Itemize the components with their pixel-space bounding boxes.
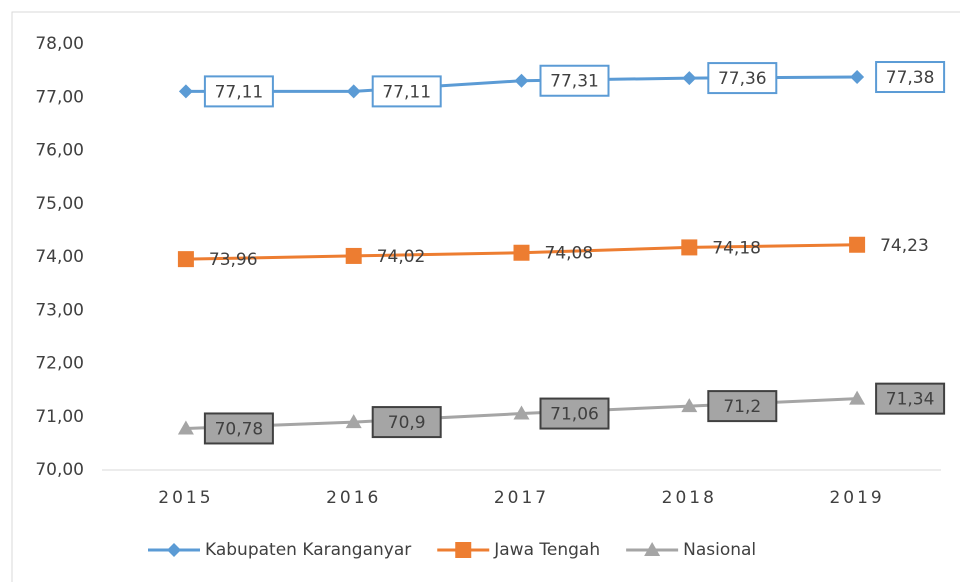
legend-label: Kabupaten Karanganyar bbox=[205, 540, 411, 560]
label-box bbox=[875, 61, 946, 94]
data-point bbox=[345, 414, 362, 429]
y-tick-label: 70,00 bbox=[35, 460, 84, 480]
data-label: 71,2 bbox=[723, 397, 761, 417]
data-point bbox=[513, 405, 530, 420]
legend-marker bbox=[455, 542, 472, 558]
label-box bbox=[875, 382, 946, 415]
x-tick-label: 2015 bbox=[158, 488, 213, 508]
y-tick-label: 77,00 bbox=[35, 87, 84, 107]
legend-label: Nasional bbox=[683, 540, 756, 560]
legend-marker bbox=[167, 543, 181, 557]
label-box bbox=[371, 406, 442, 439]
data-label: 70,78 bbox=[215, 419, 264, 439]
y-tick-label: 76,00 bbox=[35, 141, 84, 161]
label-box bbox=[539, 397, 610, 430]
data-label: 77,36 bbox=[718, 69, 767, 89]
data-point bbox=[681, 398, 698, 413]
data-label: 77,31 bbox=[550, 72, 599, 92]
chart-frame bbox=[11, 11, 960, 582]
y-tick-label: 72,00 bbox=[35, 354, 84, 374]
data-label: 74,23 bbox=[880, 236, 929, 256]
data-point bbox=[849, 390, 866, 405]
y-tick-label: 78,00 bbox=[35, 34, 84, 54]
label-box bbox=[539, 64, 610, 97]
label-box bbox=[203, 75, 274, 108]
x-tick-label: 2019 bbox=[829, 488, 884, 508]
data-point bbox=[682, 71, 697, 86]
legend-label: Jawa Tengah bbox=[493, 540, 600, 560]
data-point bbox=[345, 247, 362, 264]
legend-marker bbox=[644, 542, 661, 556]
data-label: 77,11 bbox=[215, 82, 264, 102]
label-box bbox=[203, 412, 274, 445]
data-point bbox=[177, 251, 194, 268]
data-point bbox=[178, 84, 193, 99]
data-point bbox=[850, 70, 865, 85]
data-label: 74,08 bbox=[545, 244, 594, 264]
label-box bbox=[707, 62, 778, 95]
label-box bbox=[707, 390, 778, 423]
x-tick-label: 2016 bbox=[326, 488, 381, 508]
y-tick-label: 73,00 bbox=[35, 300, 84, 320]
data-point bbox=[514, 73, 529, 88]
data-point bbox=[346, 84, 361, 99]
data-label: 74,02 bbox=[377, 247, 426, 267]
data-point bbox=[513, 244, 530, 261]
data-label: 77,38 bbox=[886, 68, 935, 88]
data-label: 73,96 bbox=[209, 250, 258, 270]
data-label: 74,18 bbox=[712, 238, 761, 258]
data-point bbox=[177, 420, 194, 435]
data-label: 77,11 bbox=[382, 82, 431, 102]
y-tick-label: 75,00 bbox=[35, 194, 84, 214]
data-point bbox=[681, 239, 698, 256]
data-label: 71,06 bbox=[550, 405, 599, 425]
label-box bbox=[371, 75, 442, 108]
y-tick-label: 74,00 bbox=[35, 247, 84, 267]
x-tick-label: 2018 bbox=[662, 488, 717, 508]
data-point bbox=[849, 236, 866, 253]
x-tick-label: 2017 bbox=[494, 488, 549, 508]
y-tick-label: 71,00 bbox=[35, 407, 84, 427]
data-label: 70,9 bbox=[388, 413, 426, 433]
data-label: 71,34 bbox=[886, 390, 935, 410]
